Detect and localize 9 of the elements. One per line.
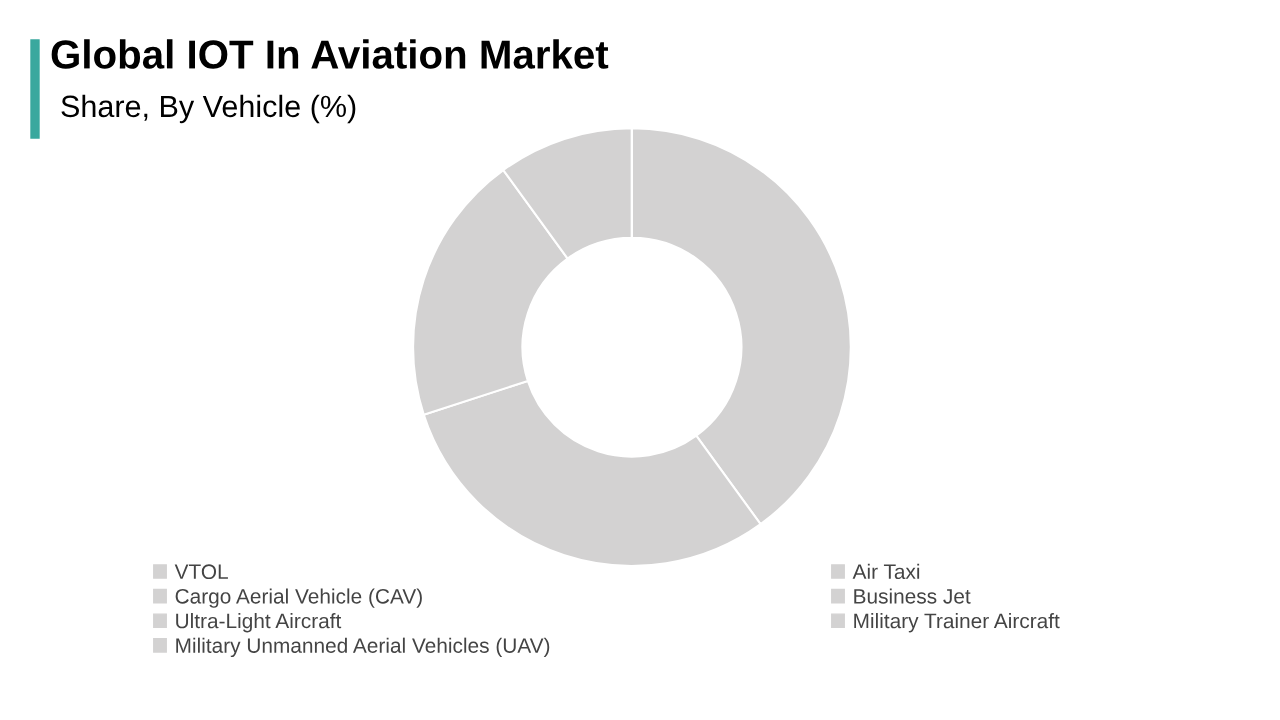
legend-label: Military Unmanned Aerial Vehicles (UAV)	[176, 637, 550, 658]
legend-label: Business Jet	[854, 588, 971, 604]
legend-label: Military Trainer Aircraft	[854, 613, 1060, 633]
legend-label: Ultra-Light Aircraft	[176, 613, 342, 633]
chart-subtitle: Share, By Vehicle (%)	[61, 94, 356, 124]
legend-label: Air Taxi	[852, 563, 920, 580]
chart-title: Global IOT In Aviation Market	[51, 39, 609, 69]
legend-label: VTOL	[174, 564, 228, 580]
legend-label: Cargo Aerial Vehicle (CAV)	[175, 588, 422, 608]
